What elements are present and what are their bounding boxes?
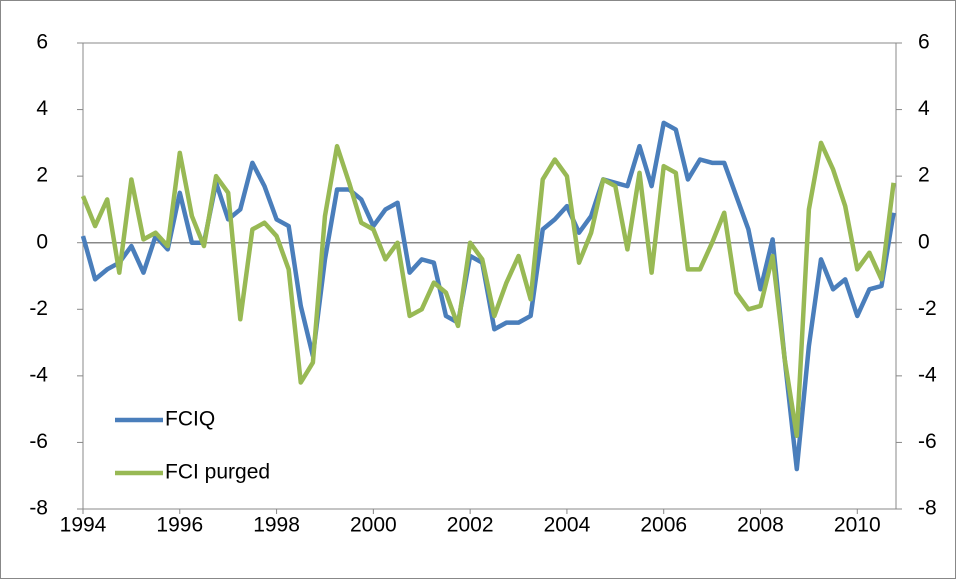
y2-tick-label: 2 — [918, 164, 930, 187]
x-tick-label: 2000 — [350, 514, 397, 537]
y2-tick-label: -2 — [918, 297, 937, 320]
legend-label: FCIQ — [165, 408, 215, 431]
y-tick-label: 6 — [36, 31, 48, 54]
y-tick-label: -2 — [29, 297, 48, 320]
y-tick-label: 0 — [36, 230, 48, 253]
y2-tick-label: 6 — [918, 31, 930, 54]
y-tick-label: 2 — [36, 164, 48, 187]
y-tick-label: -6 — [29, 430, 48, 453]
x-tick-label: 2004 — [544, 514, 591, 537]
series-line — [80, 140, 896, 439]
x-tick-label: 2002 — [447, 514, 494, 537]
y-tick-label: -8 — [29, 497, 48, 520]
x-tick-label: 2008 — [737, 514, 784, 537]
y-tick-label: 4 — [36, 97, 48, 120]
x-tick-label: 1996 — [156, 514, 203, 537]
x-tick-label: 1994 — [60, 514, 107, 537]
y2-tick-label: -6 — [918, 430, 937, 453]
y2-tick-label: 0 — [918, 230, 930, 253]
x-tick-label: 2010 — [834, 514, 881, 537]
x-tick-label: 1998 — [253, 514, 300, 537]
legend-label: FCI purged — [165, 461, 270, 484]
plot-area — [82, 42, 897, 510]
y2-tick-label: -8 — [918, 497, 937, 520]
y-tick-label: -4 — [29, 363, 48, 386]
y2-tick-label: 4 — [918, 97, 930, 120]
x-tick-label: 2006 — [640, 514, 687, 537]
y2-tick-label: -4 — [918, 363, 937, 386]
